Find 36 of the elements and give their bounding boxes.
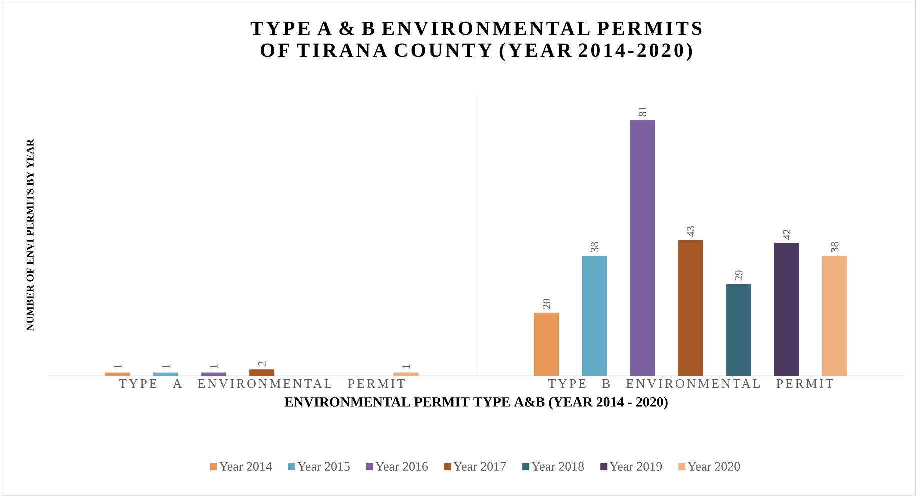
- data-label: 1: [402, 364, 410, 369]
- legend-label: Year 2019: [610, 462, 662, 472]
- bar: [250, 370, 275, 376]
- data-label: 38: [831, 242, 839, 252]
- legend-label: Year 2018: [532, 462, 584, 472]
- data-label: 20: [543, 299, 551, 310]
- data-label: 81: [639, 106, 647, 117]
- data-label: 38: [591, 242, 599, 252]
- data-label: 1: [162, 364, 170, 369]
- legend-label: Year 2014: [220, 462, 272, 472]
- x-tick-label: TYPE B ENVIRONMENTAL PERMIT: [548, 380, 834, 388]
- bar: [630, 120, 656, 376]
- legend-label: Year 2015: [298, 462, 350, 472]
- bar: [534, 312, 560, 376]
- x-tick-label: TYPE A ENVIRONMENTAL PERMIT: [119, 380, 405, 388]
- legend-label: Year 2020: [688, 462, 740, 472]
- bar: [774, 244, 800, 376]
- data-label: 1: [114, 364, 122, 369]
- bar: [154, 372, 179, 376]
- data-label: 42: [783, 230, 791, 240]
- bar: [106, 372, 131, 376]
- x-axis-title: ENVIRONMENTAL PERMIT TYPE A&B (YEAR 2014 - 2020): [284, 397, 668, 410]
- data-label: 1: [210, 364, 218, 369]
- legend-label: Year 2017: [454, 462, 506, 472]
- bar: [582, 256, 608, 376]
- data-label: 29: [735, 270, 743, 281]
- bar: [202, 372, 227, 376]
- data-label: 2: [258, 362, 266, 366]
- y-axis-title: NUMBER OF ENVI PERMITS BY YEAR: [26, 139, 34, 332]
- legend-label: Year 2016: [376, 462, 428, 472]
- bar: [678, 240, 704, 376]
- chart-title: TYPE A & B ENVIRONMENTAL PERMITS OF TIRANA COUNTY (YEAR 2014-2020): [250, 22, 702, 62]
- bar: [822, 256, 848, 376]
- bar: [726, 284, 752, 376]
- bar: [394, 372, 419, 376]
- data-label: 43: [687, 226, 695, 237]
